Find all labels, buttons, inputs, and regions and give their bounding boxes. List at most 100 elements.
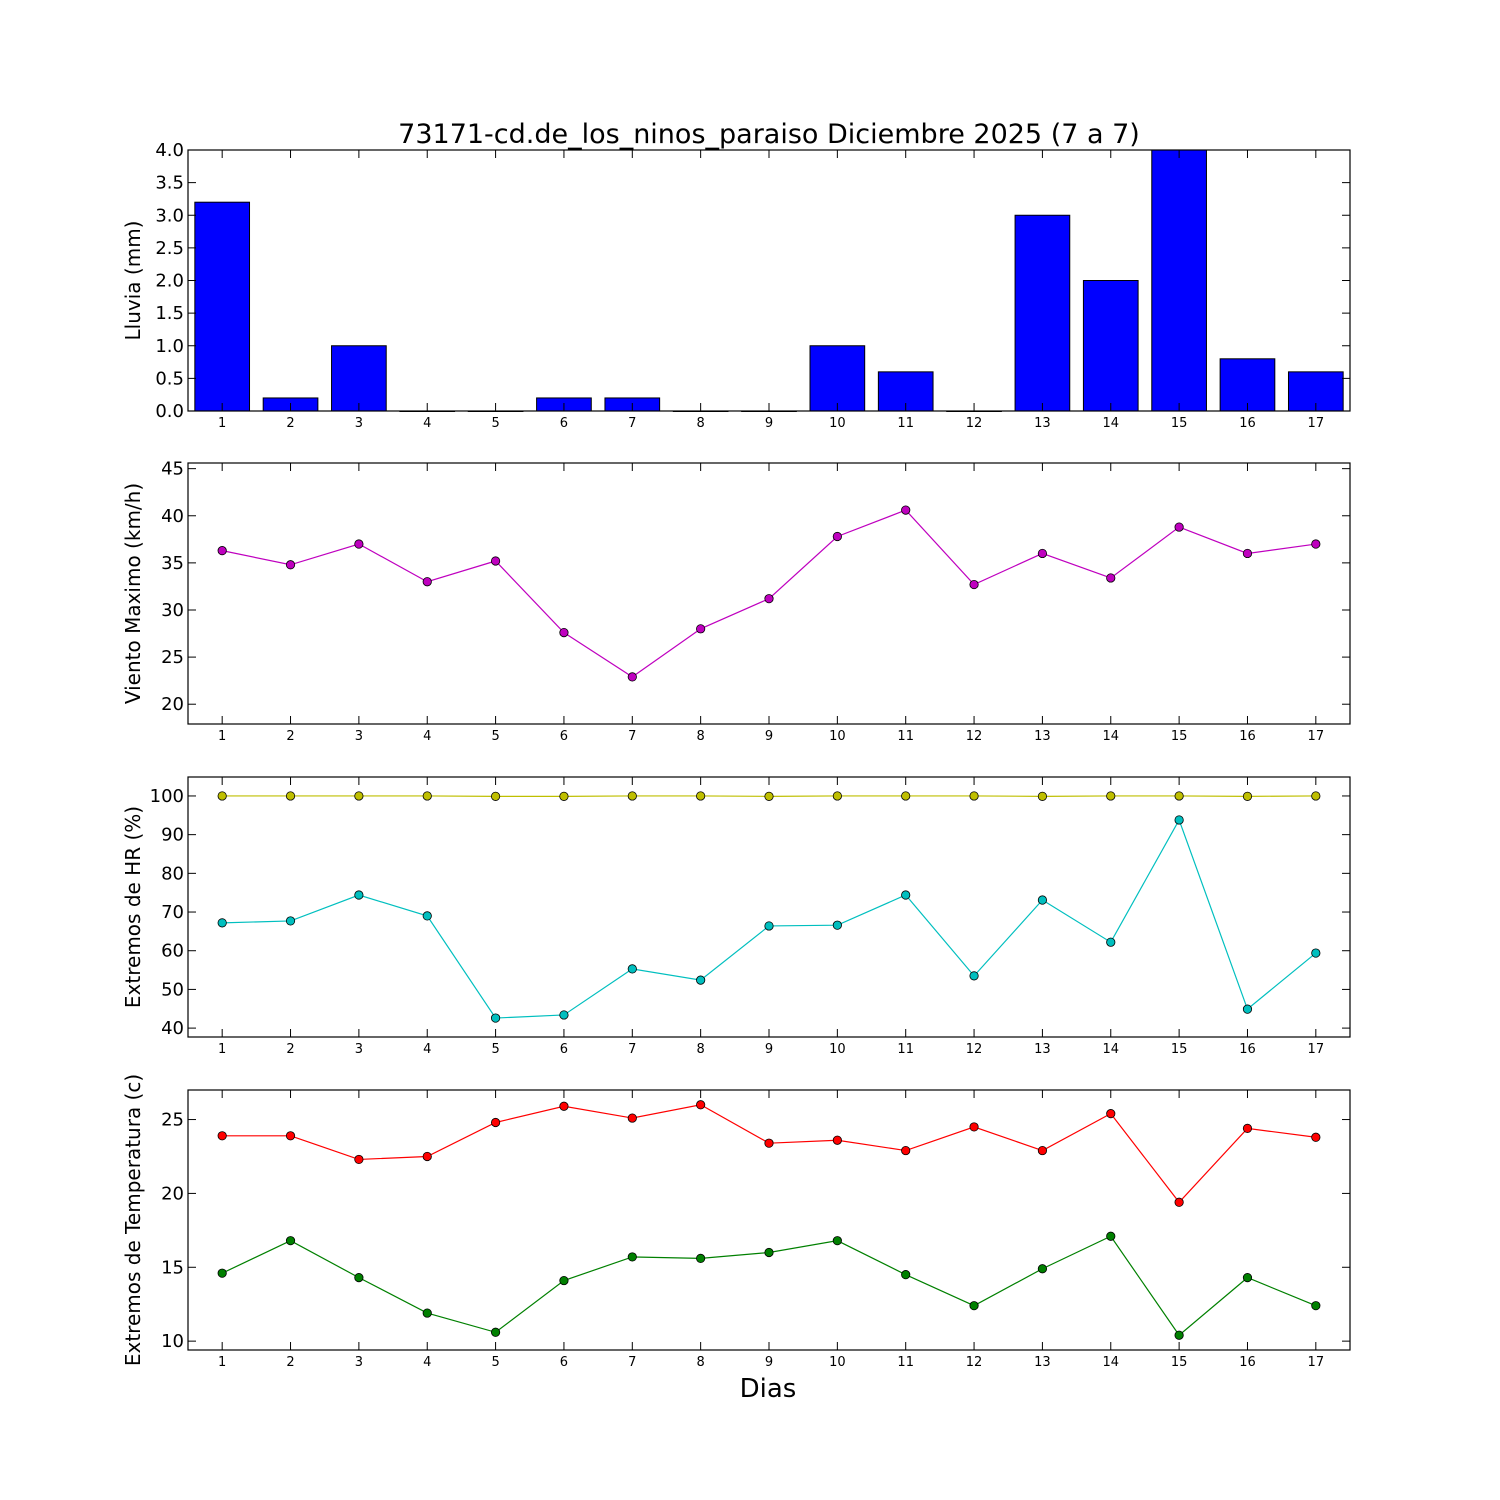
data-point-day-1 [217, 1268, 227, 1278]
data-point-day-9 [764, 1247, 774, 1258]
x-tick-label: 12 [966, 1355, 983, 1370]
x-tick-label: 9 [765, 729, 773, 744]
data-point-day-6 [559, 628, 569, 638]
x-tick-label: 16 [1239, 1042, 1256, 1057]
data-point-day-10 [832, 531, 842, 542]
x-tick-label: 14 [1102, 416, 1119, 431]
data-point-day-17 [1311, 539, 1321, 549]
data-point-day-8 [696, 624, 706, 634]
y-tick-label: 80 [161, 863, 184, 884]
data-point-day-10 [832, 1135, 842, 1145]
data-point-day-15 [1174, 522, 1184, 532]
x-tick-label: 3 [355, 416, 363, 431]
data-point-day-1 [217, 1131, 227, 1141]
x-tick-label: 12 [966, 729, 983, 744]
data-point-day-12 [969, 1122, 979, 1132]
data-point-day-10 [832, 920, 842, 930]
data-point-day-3 [354, 890, 364, 900]
y-tick-label: 35 [161, 553, 184, 574]
x-tick-label: 11 [897, 1355, 914, 1370]
data-point-day-15 [1174, 791, 1184, 801]
x-tick-label: 17 [1308, 1355, 1325, 1370]
y-tick-label: 4.0 [155, 140, 184, 161]
data-point-day-4 [422, 1308, 432, 1318]
y-tick-label: 1.0 [155, 336, 184, 357]
x-tick-label: 6 [560, 1355, 568, 1370]
data-point-day-15 [1174, 1330, 1184, 1340]
data-point-day-11 [901, 890, 911, 900]
x-tick-label: 15 [1171, 1355, 1188, 1370]
data-point-day-8 [696, 975, 706, 985]
x-tick-label: 5 [491, 1355, 499, 1370]
data-point-day-4 [422, 791, 432, 801]
x-tick-label: 6 [560, 1042, 568, 1057]
x-tick-label: 2 [286, 729, 294, 744]
x-tick-label: 17 [1308, 1042, 1325, 1057]
x-tick-label: 12 [966, 1042, 983, 1057]
data-point-day-17 [1311, 791, 1321, 801]
x-tick-label: 4 [423, 416, 431, 431]
x-tick-label: 13 [1034, 1042, 1051, 1057]
data-point-day-2 [285, 916, 296, 926]
x-tick-label: 6 [560, 416, 568, 431]
data-point-day-3 [354, 1273, 364, 1283]
y-tick-label: 40 [161, 506, 184, 527]
y-tick-label: 45 [161, 459, 184, 480]
x-tick-label: 13 [1034, 416, 1051, 431]
y-tick-label: 3.5 [155, 173, 184, 194]
x-tick-label: 15 [1171, 1042, 1188, 1057]
x-tick-label: 4 [423, 729, 431, 744]
x-tick-label: 9 [765, 1355, 773, 1370]
bar-day-1 [194, 201, 251, 412]
x-tick-label: 7 [628, 1042, 636, 1057]
x-tick-label: 16 [1239, 416, 1256, 431]
x-tick-label: 14 [1102, 1042, 1119, 1057]
data-point-day-16 [1242, 548, 1253, 559]
y-tick-label: 70 [161, 902, 184, 923]
data-point-day-15 [1174, 815, 1184, 825]
x-tick-label: 4 [423, 1042, 431, 1057]
x-tick-label: 13 [1034, 1355, 1051, 1370]
bar-day-14 [1082, 280, 1139, 412]
y-tick-label: 25 [161, 647, 184, 668]
data-point-day-2 [285, 791, 296, 801]
data-point-day-16 [1242, 1004, 1253, 1014]
x-tick-label: 2 [286, 1355, 294, 1370]
x-tick-label: 11 [897, 1042, 914, 1057]
x-tick-label: 8 [697, 1355, 705, 1370]
x-tick-label: 8 [697, 416, 705, 431]
data-point-day-14 [1106, 791, 1116, 801]
data-point-day-2 [285, 1236, 296, 1246]
chart-title: 73171-cd.de_los_ninos_paraiso Diciembre … [398, 119, 1140, 150]
y-tick-label: 15 [161, 1257, 184, 1278]
data-point-day-17 [1311, 948, 1321, 958]
data-point-day-13 [1037, 895, 1048, 905]
x-tick-label: 16 [1239, 729, 1256, 744]
x-tick-label: 14 [1102, 729, 1119, 744]
data-point-day-8 [696, 1253, 706, 1264]
data-point-day-12 [969, 971, 979, 981]
y-tick-label: 50 [161, 979, 184, 1000]
y-tick-label: 40 [161, 1018, 184, 1039]
x-tick-label: 3 [355, 1355, 363, 1370]
y-tick-label: 20 [161, 694, 184, 715]
data-point-day-12 [969, 791, 979, 801]
data-point-day-8 [696, 791, 706, 801]
y-tick-label: 2.5 [155, 238, 184, 259]
x-tick-label: 3 [355, 1042, 363, 1057]
x-tick-label: 10 [829, 416, 846, 431]
x-tick-label: 10 [829, 729, 846, 744]
y-tick-label: 3.0 [155, 205, 184, 226]
y-tick-label: 1.5 [155, 303, 184, 324]
y-tick-label: 0.5 [155, 368, 184, 389]
data-point-day-11 [901, 1145, 911, 1156]
data-point-day-1 [217, 918, 227, 928]
data-point-day-7 [627, 964, 637, 974]
data-point-day-10 [832, 791, 842, 801]
data-point-day-14 [1106, 573, 1116, 583]
data-point-day-15 [1174, 1197, 1184, 1207]
data-point-day-1 [217, 791, 227, 801]
data-point-day-6 [559, 791, 569, 801]
